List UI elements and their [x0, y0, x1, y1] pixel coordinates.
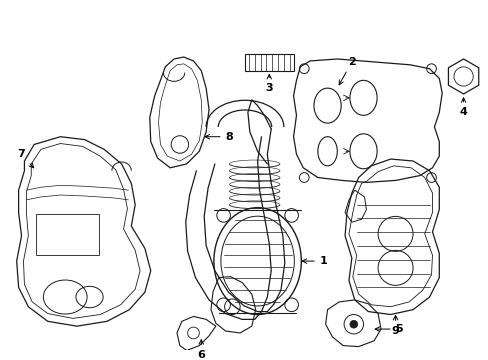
Text: 3: 3 [265, 75, 272, 93]
Text: 8: 8 [204, 132, 233, 142]
Bar [244, 54, 293, 71]
Text: 1: 1 [302, 256, 327, 266]
Circle shape [349, 320, 357, 328]
Text: 4: 4 [459, 98, 467, 117]
Text: 2: 2 [339, 57, 355, 85]
Text: 7: 7 [18, 149, 34, 168]
Text: 6: 6 [197, 340, 205, 360]
Text: 5: 5 [374, 324, 403, 334]
Text: 9: 9 [391, 315, 399, 336]
